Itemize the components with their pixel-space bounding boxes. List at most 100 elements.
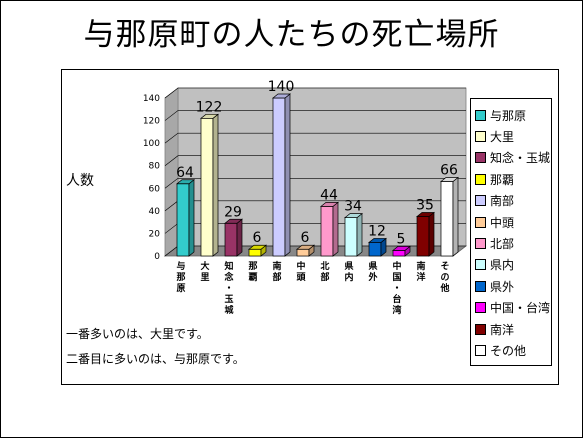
legend-swatch bbox=[475, 173, 486, 185]
bar-北部 bbox=[320, 201, 339, 257]
legend-label: その他 bbox=[490, 343, 527, 358]
y-tick-label: 100 bbox=[143, 139, 160, 149]
bar-front bbox=[224, 222, 238, 257]
legend-label: 県外 bbox=[490, 279, 515, 294]
y-axis-label: 人数 bbox=[66, 173, 94, 189]
legend-swatch bbox=[475, 323, 486, 335]
bar-top bbox=[248, 244, 267, 250]
legend-label: 那覇 bbox=[490, 172, 515, 187]
x-tick-label: 南洋 bbox=[416, 260, 425, 283]
bar-front bbox=[320, 205, 334, 257]
y-tick-label: 140 bbox=[143, 94, 160, 104]
gridline bbox=[164, 132, 466, 144]
bar-top bbox=[272, 93, 291, 99]
bar-top bbox=[368, 238, 387, 243]
y-tick-label: 20 bbox=[149, 229, 161, 239]
legend-item-南洋: 南洋 bbox=[475, 319, 514, 339]
gridline bbox=[164, 87, 466, 99]
bar-side bbox=[212, 113, 219, 257]
data-label: 6 bbox=[301, 230, 310, 246]
bar-front bbox=[296, 248, 310, 257]
bar-南部 bbox=[272, 93, 291, 257]
data-labels: 64 122 29 6 140 6 44 34 12 5 35 66 bbox=[176, 79, 458, 247]
page-title: 与那原町の人たちの死亡場所 bbox=[83, 17, 500, 53]
x-tick-label: 大里 bbox=[200, 260, 209, 283]
bar-side bbox=[452, 176, 459, 257]
legend-label: 南洋 bbox=[490, 322, 515, 337]
data-label: 34 bbox=[344, 199, 362, 215]
legend-label: 大里 bbox=[490, 129, 515, 144]
legend-swatch bbox=[475, 237, 486, 249]
legend-swatch bbox=[475, 259, 486, 271]
bar-中国・台湾 bbox=[392, 245, 411, 257]
legend-label: 与那原 bbox=[490, 108, 527, 123]
legend-item-与那原: 与那原 bbox=[475, 105, 526, 125]
bar-県内 bbox=[344, 212, 363, 257]
chart-legend: 与那原大里知念・玉城那覇南部中頭北部県内県外中国・台湾南洋その他 bbox=[470, 98, 552, 366]
bar-side bbox=[428, 211, 435, 257]
legend-item-その他: その他 bbox=[475, 340, 526, 360]
note-second: 二番目に多いのは、与那原です。 bbox=[66, 352, 245, 366]
bar-top bbox=[344, 213, 363, 218]
data-label: 140 bbox=[268, 79, 295, 95]
bar-front bbox=[368, 242, 382, 257]
x-tick-label: 中国・台湾 bbox=[392, 260, 401, 316]
legend-item-中頭: 中頭 bbox=[475, 212, 514, 232]
bar-県外 bbox=[368, 237, 387, 257]
legend-item-南部: 南部 bbox=[475, 191, 514, 211]
data-label: 66 bbox=[440, 163, 458, 179]
legend-swatch bbox=[475, 130, 486, 142]
y-tick-label: 80 bbox=[149, 162, 161, 172]
x-tick-label: 知念・玉城 bbox=[223, 260, 233, 316]
y-tick-label: 60 bbox=[149, 184, 161, 194]
bar-front bbox=[344, 217, 358, 257]
legend-swatch bbox=[475, 280, 486, 292]
bar-side bbox=[332, 201, 339, 257]
bar-front bbox=[176, 183, 190, 257]
legend-swatch bbox=[475, 109, 486, 121]
legend-label: 中国・台湾 bbox=[490, 301, 551, 316]
bar-那覇 bbox=[248, 244, 267, 257]
legend-item-那覇: 那覇 bbox=[475, 169, 514, 189]
legend-item-県外: 県外 bbox=[475, 276, 514, 296]
bar-top bbox=[440, 177, 459, 182]
bar-top bbox=[224, 218, 243, 224]
bar-front bbox=[272, 97, 286, 257]
data-label: 64 bbox=[176, 165, 194, 181]
bar-top bbox=[296, 244, 315, 250]
bar-top bbox=[320, 201, 339, 207]
y-tick-labels: 0 20 40 60 80 100 120 140 bbox=[143, 94, 160, 262]
legend-swatch bbox=[475, 302, 486, 314]
bar-top bbox=[392, 246, 411, 251]
x-tick-label: その他 bbox=[439, 261, 449, 294]
bar-大里 bbox=[200, 113, 219, 257]
data-label: 35 bbox=[416, 198, 434, 214]
chart-bars bbox=[176, 93, 459, 257]
legend-label: 南部 bbox=[490, 194, 515, 209]
legend-item-知念・玉城: 知念・玉城 bbox=[475, 148, 550, 168]
bar-南洋 bbox=[416, 211, 435, 257]
bar-top bbox=[176, 179, 195, 185]
y-tick-label: 0 bbox=[154, 252, 160, 262]
bar-side bbox=[236, 218, 243, 257]
legend-swatch bbox=[475, 195, 486, 207]
data-label: 122 bbox=[196, 99, 223, 115]
legend-item-中国・台湾: 中国・台湾 bbox=[475, 298, 550, 318]
legend-label: 県内 bbox=[490, 258, 515, 273]
data-label: 44 bbox=[320, 187, 338, 203]
bar-中頭 bbox=[296, 244, 315, 257]
bar-front bbox=[440, 181, 454, 257]
legend-swatch bbox=[475, 216, 486, 228]
note-most: 一番多いのは、大里です。 bbox=[66, 327, 209, 341]
legend-label: 北部 bbox=[490, 236, 515, 251]
x-tick-label: 県内 bbox=[344, 261, 353, 283]
x-tick-label: 中頭 bbox=[296, 260, 306, 283]
legend-label: 知念・玉城 bbox=[490, 151, 551, 166]
bar-front bbox=[248, 248, 262, 257]
legend-swatch bbox=[475, 344, 486, 356]
x-tick-label: 県外 bbox=[367, 261, 377, 283]
legend-item-大里: 大里 bbox=[475, 126, 514, 146]
bar-side bbox=[284, 93, 291, 257]
gridline bbox=[164, 177, 466, 189]
